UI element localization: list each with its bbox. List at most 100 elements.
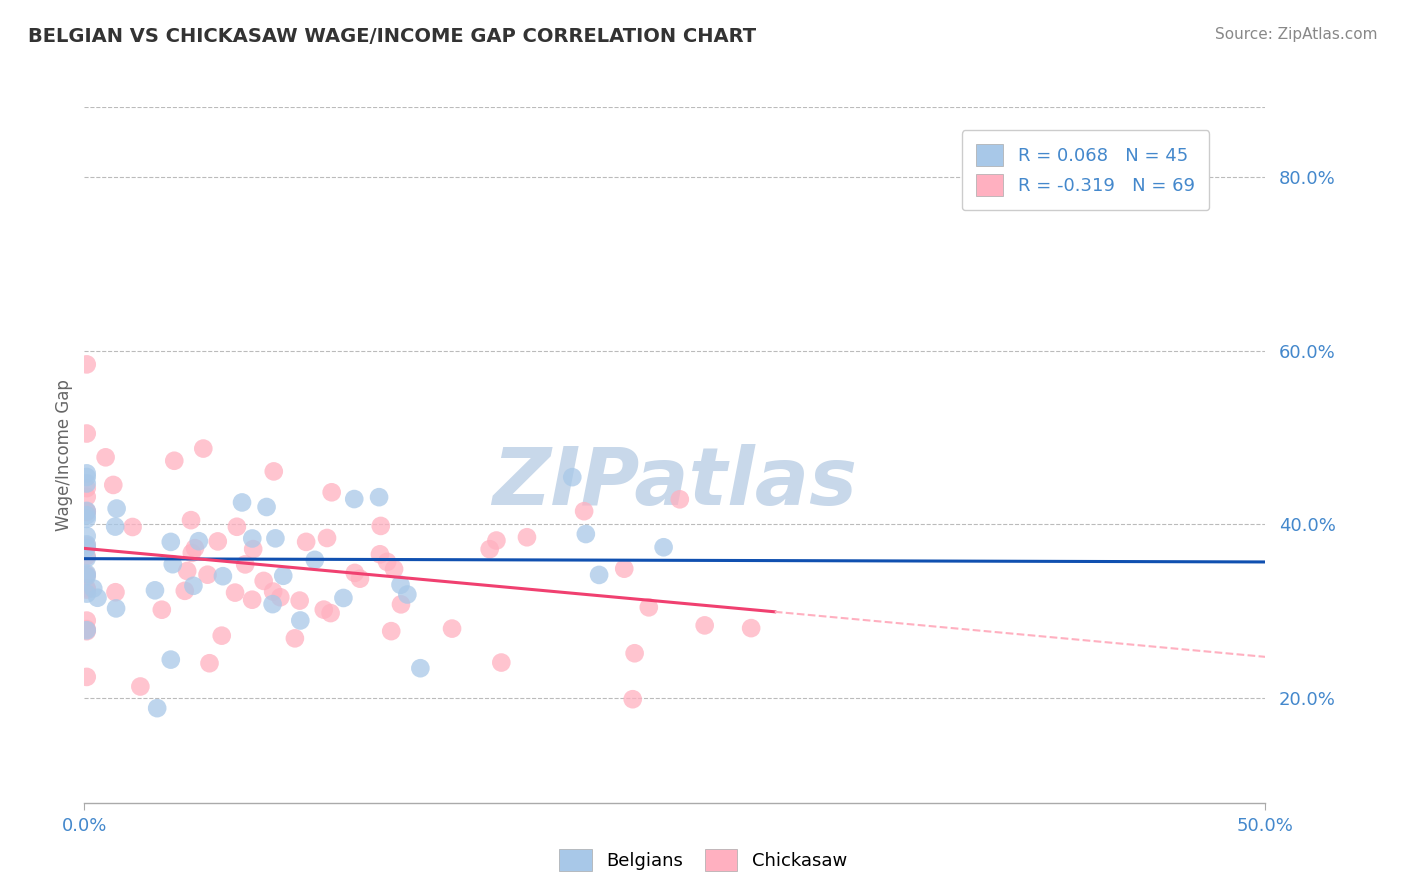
Point — [76, 490, 98, 504]
Point — [396, 587, 419, 601]
Text: ZIPatlas: ZIPatlas — [492, 443, 858, 522]
Point — [103, 478, 125, 492]
Point — [76, 537, 98, 551]
Point — [76, 624, 98, 638]
Point — [176, 564, 198, 578]
Point — [262, 597, 284, 611]
Point — [76, 549, 98, 563]
Point — [76, 539, 98, 553]
Point — [343, 566, 366, 580]
Point — [105, 501, 128, 516]
Point — [389, 578, 412, 592]
Point — [82, 582, 104, 596]
Point — [184, 541, 207, 555]
Point — [240, 592, 263, 607]
Point — [288, 593, 311, 607]
Point — [76, 470, 98, 484]
Point — [637, 600, 659, 615]
Point — [159, 535, 181, 549]
Point — [76, 504, 98, 518]
Point — [173, 583, 195, 598]
Point — [668, 492, 690, 507]
Point — [129, 680, 152, 694]
Point — [76, 504, 98, 518]
Point — [284, 632, 307, 646]
Point — [588, 568, 610, 582]
Point — [143, 583, 166, 598]
Legend: R = 0.068   N = 45, R = -0.319   N = 69: R = 0.068 N = 45, R = -0.319 N = 69 — [962, 130, 1209, 211]
Text: BELGIAN VS CHICKASAW WAGE/INCOME GAP CORRELATION CHART: BELGIAN VS CHICKASAW WAGE/INCOME GAP COR… — [28, 27, 756, 45]
Point — [623, 646, 645, 660]
Point — [263, 464, 285, 478]
Point — [198, 657, 221, 671]
Point — [105, 601, 128, 615]
Point — [368, 490, 391, 504]
Point — [76, 467, 98, 481]
Point — [76, 622, 98, 636]
Point — [269, 591, 291, 605]
Y-axis label: Wage/Income Gap: Wage/Income Gap — [55, 379, 73, 531]
Point — [76, 624, 98, 639]
Point — [319, 606, 342, 620]
Point — [572, 504, 595, 518]
Point — [183, 579, 205, 593]
Point — [256, 500, 278, 514]
Point — [121, 520, 143, 534]
Point — [180, 513, 202, 527]
Point — [76, 614, 98, 628]
Point — [382, 562, 405, 576]
Point — [441, 622, 464, 636]
Point — [561, 470, 583, 484]
Point — [516, 530, 538, 544]
Point — [146, 701, 169, 715]
Point — [349, 572, 371, 586]
Point — [370, 519, 392, 533]
Point — [621, 692, 644, 706]
Point — [740, 621, 762, 635]
Point — [76, 505, 98, 519]
Point — [290, 614, 312, 628]
Point — [193, 442, 215, 456]
Point — [76, 551, 98, 566]
Point — [271, 569, 294, 583]
Point — [233, 558, 256, 572]
Point — [212, 569, 235, 583]
Point — [231, 495, 253, 509]
Point — [159, 652, 181, 666]
Point — [491, 656, 513, 670]
Point — [253, 574, 276, 588]
Point — [224, 585, 246, 599]
Point — [575, 527, 598, 541]
Point — [375, 555, 398, 569]
Point — [76, 512, 98, 526]
Point — [264, 532, 287, 546]
Point — [187, 534, 209, 549]
Point — [76, 476, 98, 491]
Point — [76, 569, 98, 583]
Point — [76, 529, 98, 543]
Point — [76, 481, 98, 495]
Point — [295, 534, 318, 549]
Point — [242, 542, 264, 557]
Point — [76, 357, 98, 371]
Point — [262, 584, 284, 599]
Point — [150, 603, 173, 617]
Point — [304, 553, 326, 567]
Point — [211, 629, 233, 643]
Point — [76, 670, 98, 684]
Point — [162, 558, 184, 572]
Point — [368, 547, 391, 561]
Point — [332, 591, 354, 605]
Point — [380, 624, 402, 639]
Point — [316, 531, 339, 545]
Point — [652, 541, 675, 555]
Point — [207, 534, 229, 549]
Point — [180, 546, 202, 560]
Point — [693, 618, 716, 632]
Point — [94, 450, 117, 465]
Point — [240, 532, 263, 546]
Point — [76, 582, 98, 597]
Point — [409, 661, 432, 675]
Point — [389, 598, 412, 612]
Point — [76, 508, 98, 523]
